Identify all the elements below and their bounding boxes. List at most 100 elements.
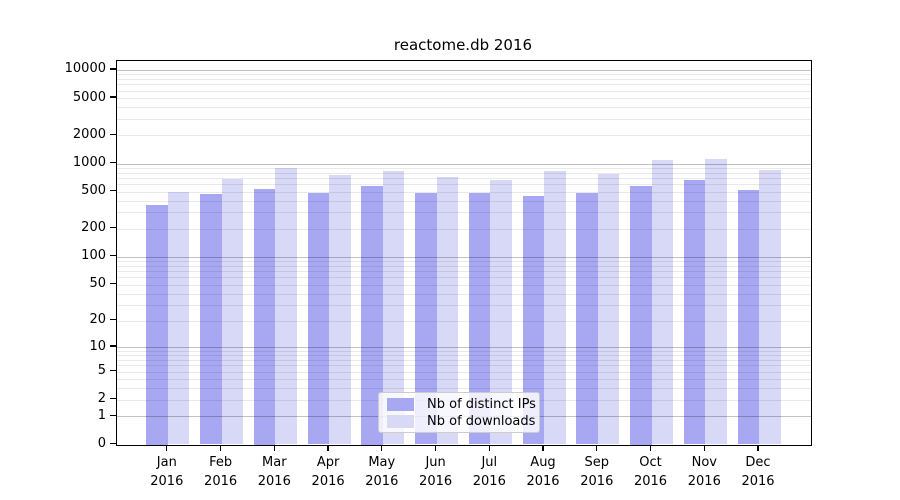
x-tick-label-aug: Aug 2016 [526, 454, 560, 489]
gridline-7000 [117, 84, 811, 86]
gridline-80 [117, 265, 811, 267]
gridline-1000 [117, 163, 811, 165]
gridline-2000 [117, 135, 811, 137]
gridline-9000 [117, 74, 811, 76]
y-tick-mark-1000 [109, 161, 116, 164]
y-tick-mark-100 [109, 255, 116, 257]
x-tick-label-sep: Sep 2016 [580, 454, 614, 489]
gridline-600 [117, 184, 811, 186]
y-tick-label-500: 500 [81, 183, 106, 199]
gridline-20 [117, 320, 811, 322]
bar-downloads-dec [759, 170, 781, 445]
y-tick-mark-500 [109, 190, 116, 192]
gridline-60 [117, 277, 811, 279]
y-tick-mark-5000 [109, 96, 116, 98]
x-tick-label-feb: Feb 2016 [204, 454, 238, 489]
bar-downloads-may [382, 171, 405, 445]
y-tick-mark-20 [109, 319, 116, 321]
legend-label-distinct-ips: Nb of distinct IPs [427, 396, 536, 412]
legend-label-downloads: Nb of downloads [427, 413, 536, 429]
gridline-7 [117, 359, 811, 361]
y-tick-label-5: 5 [97, 363, 106, 379]
gridline-3000 [117, 118, 811, 120]
y-tick-mark-10 [109, 345, 116, 347]
gridline-4 [117, 379, 811, 380]
x-tick-label-nov: Nov 2016 [687, 454, 721, 489]
gridline-8000 [117, 79, 811, 80]
bar-downloads-jun [436, 176, 459, 445]
legend: Nb of distinct IPs Nb of downloads [378, 392, 540, 433]
legend-swatch-downloads [387, 414, 414, 428]
bar-distinct-ips-jul [468, 193, 491, 445]
y-tick-label-20: 20 [89, 312, 106, 328]
x-tick-mark-may [381, 444, 383, 451]
gridline-6 [117, 365, 811, 367]
y-tick-label-10: 10 [89, 338, 106, 354]
y-tick-mark-0 [109, 442, 116, 445]
chart-title: reactome.db 2016 [393, 36, 533, 54]
y-tick-label-100: 100 [81, 248, 106, 264]
bar-distinct-ips-dec [737, 190, 759, 445]
bar-distinct-ips-may [361, 186, 383, 445]
y-tick-label-5000: 5000 [72, 89, 106, 105]
gridline-500 [117, 191, 811, 193]
y-tick-label-50: 50 [89, 276, 106, 292]
x-tick-mark-apr [327, 444, 329, 451]
x-tick-mark-jan [166, 444, 168, 451]
legend-item-distinct-ips: Nb of distinct IPs [379, 396, 539, 412]
y-tick-label-200: 200 [81, 220, 106, 236]
bar-distinct-ips-nov [683, 180, 706, 445]
gridline-5000 [117, 98, 811, 100]
y-tick-mark-5 [109, 369, 116, 372]
x-tick-label-may: May 2016 [365, 454, 399, 489]
gridline-3 [117, 388, 811, 390]
y-tick-label-1000: 1000 [72, 155, 106, 170]
legend-swatch-distinct-ips [387, 397, 414, 411]
legend-item-downloads: Nb of downloads [379, 413, 539, 429]
gridline-5 [117, 371, 811, 373]
x-tick-mark-nov [703, 444, 705, 451]
y-tick-mark-1 [109, 414, 116, 416]
gridline-800 [117, 172, 811, 174]
y-tick-mark-200 [109, 227, 116, 229]
bar-downloads-sep [597, 174, 620, 445]
bar-distinct-ips-jan [146, 205, 168, 445]
gridline-30 [117, 304, 811, 306]
gridline-8 [117, 355, 811, 357]
y-tick-label-2: 2 [97, 391, 106, 407]
gridline-4000 [117, 107, 811, 109]
bar-distinct-ips-feb [200, 194, 222, 445]
gridline-10 [117, 347, 811, 348]
bar-downloads-apr [329, 174, 351, 445]
gridline-50 [117, 284, 811, 286]
y-tick-mark-2000 [109, 133, 116, 136]
gridline-900 [117, 167, 811, 169]
y-tick-label-0: 0 [97, 436, 106, 451]
x-tick-label-mar: Mar 2016 [257, 454, 291, 489]
bar-downloads-feb [221, 178, 243, 445]
x-tick-label-apr: Apr 2016 [311, 454, 345, 489]
x-tick-mark-dec [757, 444, 759, 451]
bar-downloads-nov [705, 159, 727, 445]
x-tick-mark-feb [219, 444, 222, 451]
x-tick-mark-jul [488, 444, 490, 451]
x-tick-label-jul: Jul 2016 [472, 454, 506, 489]
bar-downloads-aug [544, 171, 566, 445]
y-tick-label-1: 1 [97, 407, 106, 423]
bar-distinct-ips-mar [253, 188, 276, 445]
y-tick-mark-2 [109, 398, 116, 400]
x-tick-label-jan: Jan 2016 [150, 454, 184, 489]
bar-distinct-ips-apr [307, 193, 330, 445]
x-tick-mark-jun [434, 444, 437, 451]
bar-downloads-oct [651, 159, 673, 445]
bar-distinct-ips-jun [415, 193, 437, 445]
gridline-200 [117, 228, 811, 230]
gridline-300 [117, 212, 811, 214]
bar-downloads-jan [167, 191, 190, 445]
y-tick-mark-50 [109, 282, 116, 285]
gridline-400 [117, 200, 811, 202]
bar-downloads-mar [275, 167, 297, 445]
gridline-40 [117, 293, 811, 295]
x-tick-mark-oct [649, 444, 652, 451]
